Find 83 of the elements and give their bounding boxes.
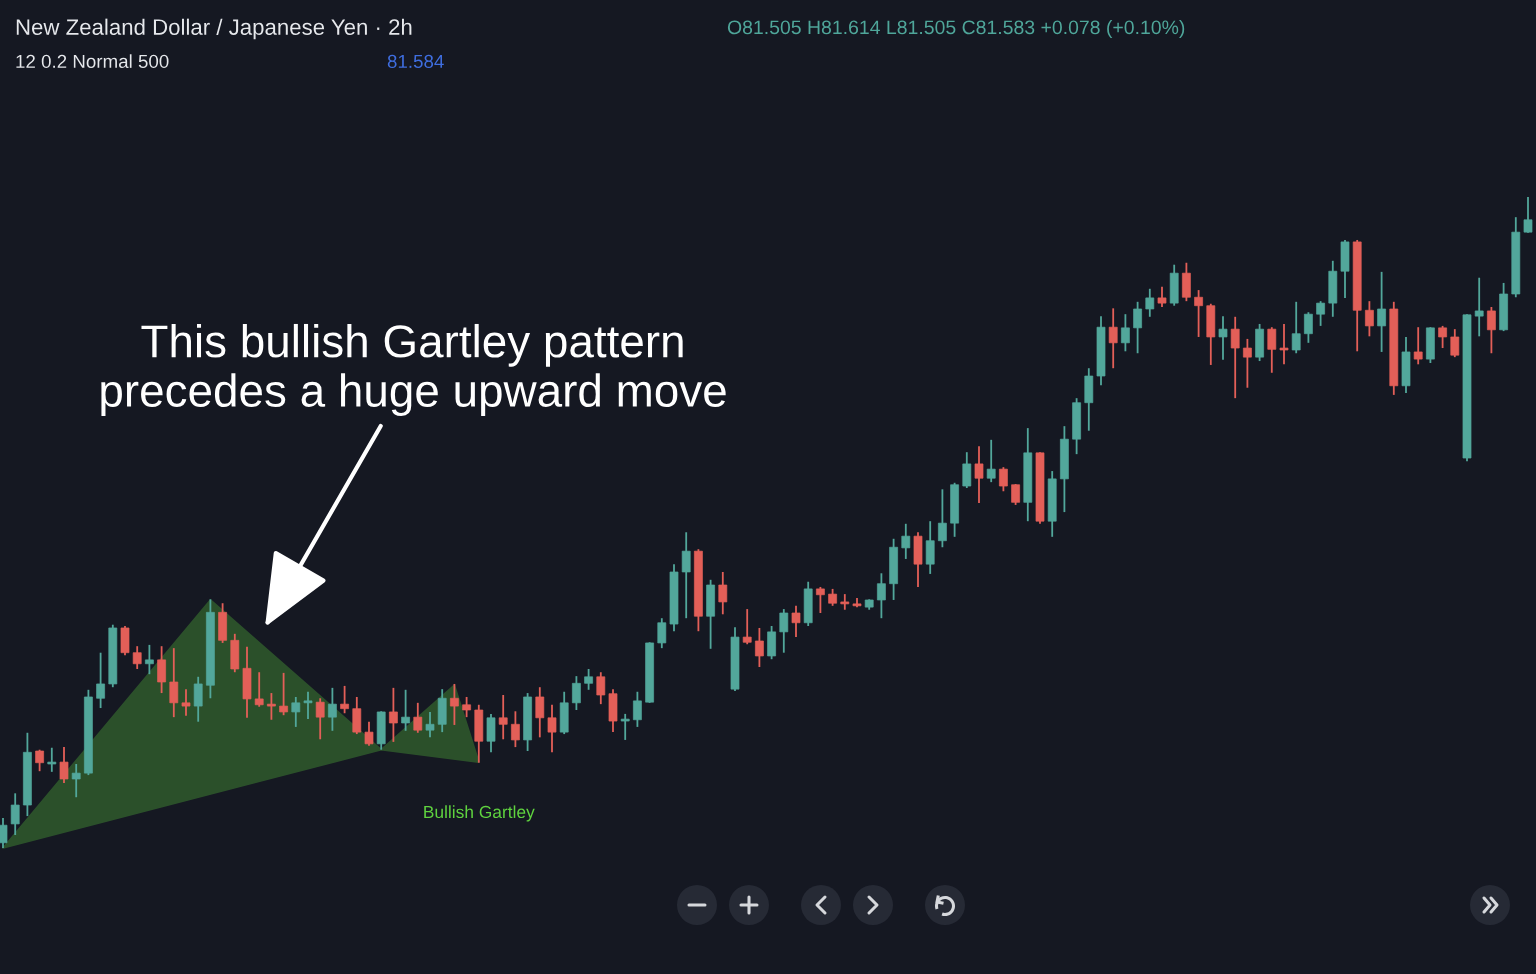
candlestick	[1523, 196, 1533, 234]
candlestick	[681, 531, 691, 620]
candlestick	[1365, 300, 1374, 338]
candlestick	[291, 696, 301, 728]
candlestick	[498, 694, 508, 741]
candlestick	[340, 684, 349, 715]
candlestick	[462, 696, 471, 719]
candlestick	[193, 675, 203, 723]
candlestick	[620, 712, 630, 741]
candlestick	[71, 763, 81, 799]
candlestick	[1450, 328, 1460, 359]
candlestick	[1157, 285, 1167, 308]
candlestick	[59, 746, 69, 784]
candlestick	[901, 522, 911, 560]
candlestick	[328, 686, 337, 732]
candlestick	[1413, 326, 1423, 366]
candlestick	[1194, 289, 1203, 338]
candlestick	[1438, 324, 1447, 349]
candlestick	[938, 488, 947, 549]
candlestick	[1316, 300, 1325, 327]
candlestick	[1108, 307, 1118, 370]
candlestick	[718, 571, 728, 616]
candlestick	[254, 671, 264, 708]
candlestick	[633, 690, 642, 728]
candlestick	[315, 697, 325, 741]
candlestick	[364, 720, 374, 747]
candlestick	[267, 692, 276, 721]
candlestick	[1279, 323, 1289, 366]
chart-subtitle: O81.505 H81.614 L81.505 C81.583 +0.078 (+0.10%)	[727, 19, 1185, 39]
text: 12 0.2 Normal 500	[16, 54, 169, 69]
candlestick	[96, 651, 105, 709]
candlestick	[572, 675, 581, 711]
candlestick	[401, 688, 410, 732]
candlestick	[1291, 300, 1301, 355]
text: 81.584	[387, 54, 444, 69]
candlestick	[47, 746, 57, 773]
candlestick	[450, 683, 459, 726]
candlestick	[791, 604, 801, 638]
candlestick	[925, 520, 935, 575]
candlestick	[1474, 276, 1484, 338]
candlestick	[303, 690, 313, 721]
text: Bullish Gartley	[424, 805, 535, 822]
candlestick	[1133, 300, 1142, 355]
candlestick	[1243, 338, 1252, 389]
candlestick	[10, 792, 20, 836]
candlestick	[389, 686, 398, 743]
candlestick	[584, 668, 593, 691]
candlestick	[999, 466, 1008, 493]
candlestick	[535, 686, 545, 739]
candlestick	[1487, 306, 1496, 355]
candlestick	[657, 617, 667, 650]
candlestick	[1121, 313, 1130, 353]
candlestick	[779, 608, 789, 654]
candlestick	[486, 712, 496, 754]
candlestick	[279, 671, 288, 717]
candlestick	[1304, 311, 1313, 344]
chart-title: New Zealand Dollar / Japanese Yen · 2h	[16, 18, 412, 40]
candlestick	[181, 688, 191, 717]
candlestick	[1218, 315, 1228, 361]
candlestick	[511, 710, 520, 748]
candlestick	[157, 645, 166, 694]
candlestick	[547, 703, 557, 754]
candlestick	[169, 647, 179, 719]
candlestick	[1267, 326, 1277, 374]
candlestick	[974, 445, 984, 504]
candlestick	[0, 817, 8, 849]
candlestick	[816, 586, 825, 614]
candlestick	[425, 711, 435, 739]
candlestick	[877, 572, 886, 620]
candlestick	[145, 643, 154, 676]
candlestick	[962, 451, 972, 489]
candlestick	[742, 608, 752, 646]
candlestick	[596, 671, 606, 706]
candlestick	[1230, 315, 1240, 400]
candlestick	[1011, 483, 1020, 506]
candlestick	[1145, 287, 1155, 318]
candlestick	[413, 701, 423, 734]
candlestick	[1377, 270, 1386, 353]
candlestick	[352, 696, 362, 735]
candlestick	[986, 438, 996, 484]
candlestick	[132, 645, 142, 670]
annotation: This bullish Gartley pattern precedes a huge upward move	[101, 323, 726, 417]
candlestick	[755, 627, 764, 668]
